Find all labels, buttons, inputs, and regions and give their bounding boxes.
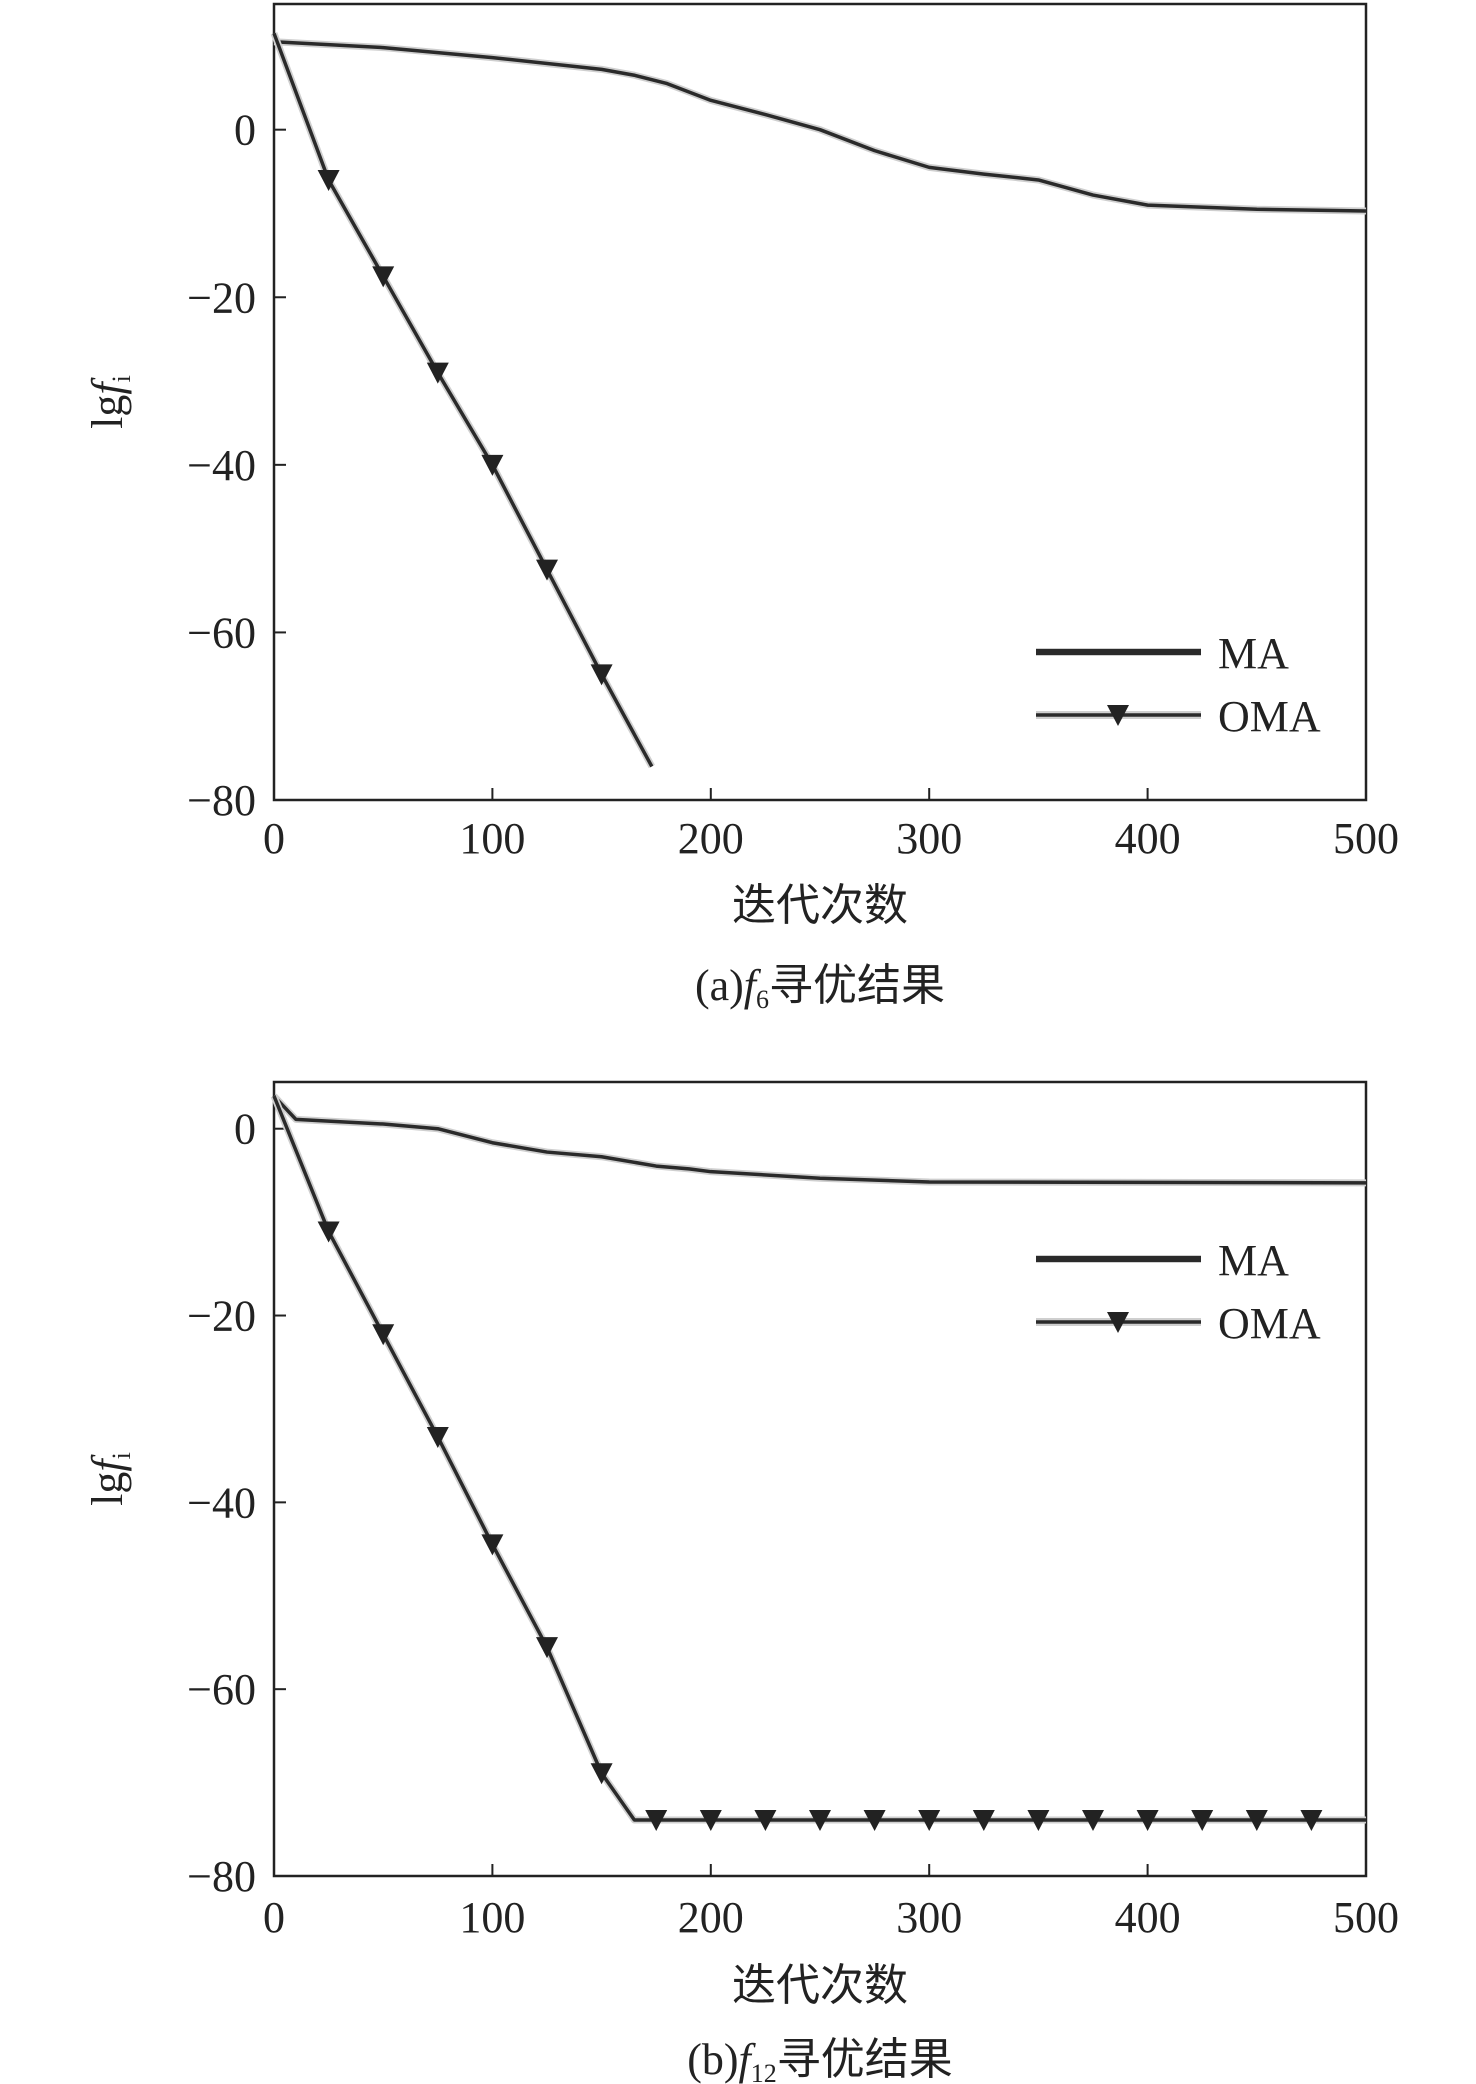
data-point-marker: [918, 1809, 941, 1831]
legend-marker-icon: [1107, 1312, 1129, 1333]
x-axis-label: 迭代次数: [732, 1961, 908, 2010]
data-point-marker: [317, 169, 340, 191]
x-tick-label: 200: [678, 1893, 744, 1942]
data-point-marker: [590, 1763, 613, 1785]
data-point-marker: [426, 362, 449, 384]
data-point-marker: [372, 1324, 395, 1346]
x-tick-label: 300: [896, 814, 962, 863]
data-point-marker: [699, 1809, 722, 1831]
data-point-marker: [372, 266, 395, 288]
series-line-oma: [272, 1095, 1366, 1822]
figure-caption: (b)f12寻优结果: [687, 2035, 953, 2084]
x-tick-label: 100: [459, 814, 525, 863]
data-point-marker: [1027, 1809, 1050, 1831]
series-line-oma: [272, 32, 654, 768]
x-tick-label: 0: [263, 814, 285, 863]
y-axis-label: lgfi: [83, 375, 136, 429]
y-tick-label: 0: [234, 106, 256, 155]
data-point-marker: [809, 1809, 831, 1831]
data-point-marker: [536, 559, 558, 581]
x-tick-label: 500: [1333, 1893, 1399, 1942]
series-halo-oma: [270, 1094, 1366, 1824]
chart-panel-b: 0 100 200 300 400 500 0 −20 −40 −60 −80 迭代次数 lgfi (b)…: [83, 1080, 1399, 2084]
data-point-marker: [481, 1534, 504, 1556]
data-point-marker: [1300, 1809, 1323, 1831]
y-tick-label: −40: [187, 1478, 256, 1527]
chart-panel-a: 0 100 200 300 400 500 0 −20 −40 −60 −80 迭代次数 lgfi (a)…: [83, 2, 1399, 1014]
legend-label-oma: OMA: [1218, 692, 1321, 741]
series-line-ma: [273, 39, 1367, 213]
series-halo-ma: [271, 1093, 1367, 1187]
data-point-marker: [317, 1221, 340, 1243]
figure-caption: (a)f6寻优结果: [695, 961, 945, 1014]
x-tick-label: 100: [459, 1893, 525, 1942]
legend-marker-icon: [1107, 705, 1129, 726]
y-tick-label: −80: [187, 776, 256, 825]
data-point-marker: [590, 664, 613, 686]
data-point-marker: [645, 1809, 668, 1831]
series-line-ma: [272, 1094, 1367, 1185]
y-tick-label: −20: [187, 273, 256, 322]
data-point-marker: [1191, 1809, 1214, 1831]
y-tick-label: −60: [187, 608, 256, 657]
plot-frame: [272, 1080, 1368, 1878]
y-tick-label: −80: [187, 1852, 256, 1901]
y-tick-label: −40: [187, 441, 256, 490]
legend-label-ma: MA: [1218, 1236, 1289, 1285]
x-tick-label: 400: [1115, 814, 1181, 863]
data-point-marker: [481, 454, 504, 476]
legend-label-ma: MA: [1218, 629, 1289, 678]
x-tick-label: 0: [263, 1893, 285, 1942]
series-halo-ma: [273, 38, 1367, 215]
x-tick-label: 500: [1333, 814, 1399, 863]
data-point-marker: [1136, 1809, 1159, 1831]
data-point-marker: [754, 1809, 777, 1831]
x-tick-label: 400: [1115, 1893, 1181, 1942]
y-tick-label: −60: [187, 1665, 256, 1714]
data-point-marker: [536, 1637, 558, 1659]
data-point-marker: [1245, 1809, 1268, 1831]
x-tick-label: 300: [896, 1893, 962, 1942]
data-point-marker: [1082, 1809, 1104, 1831]
series-halo-oma: [270, 32, 655, 769]
x-tick-label: 200: [678, 814, 744, 863]
data-point-marker: [863, 1809, 886, 1831]
y-axis-label: lgfi: [83, 1452, 136, 1506]
data-point-marker: [972, 1809, 995, 1831]
plot-frame: [272, 2, 1368, 802]
y-tick-label: 0: [234, 1105, 256, 1154]
legend-label-oma: OMA: [1218, 1299, 1321, 1348]
y-tick-label: −20: [187, 1292, 256, 1341]
x-axis-label: 迭代次数: [732, 881, 908, 930]
data-point-marker: [426, 1426, 449, 1448]
